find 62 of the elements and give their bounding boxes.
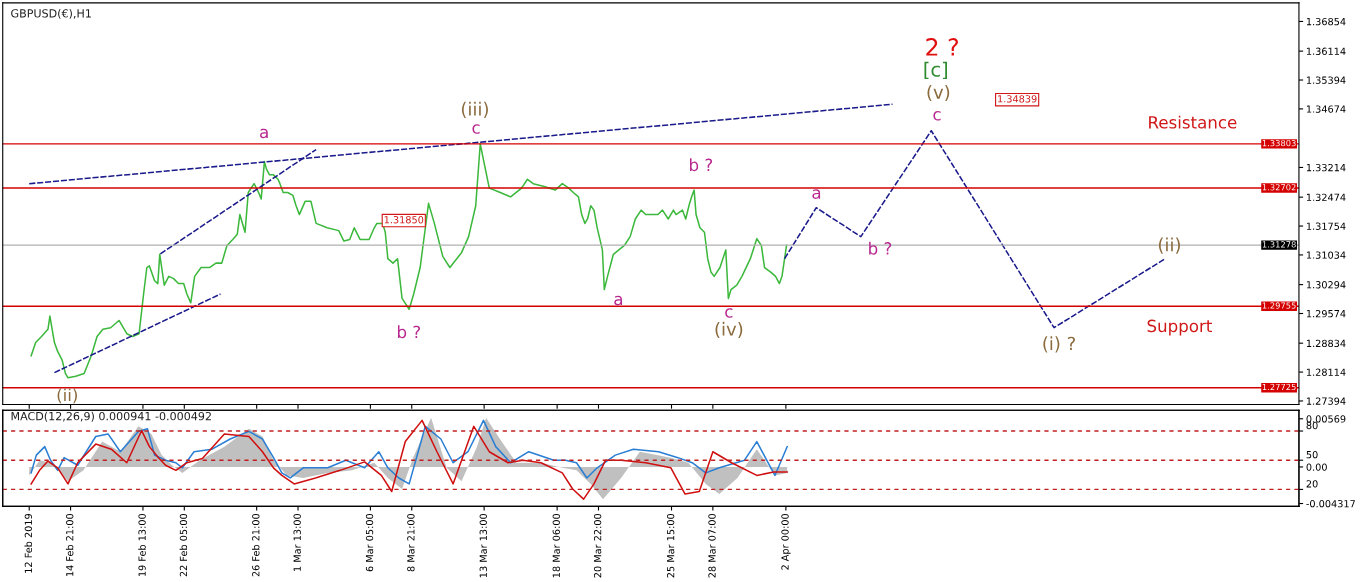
x-tick-label: 28 Mar 07:00 xyxy=(708,513,716,578)
y-tick-label: 1.28834 xyxy=(1306,339,1346,348)
x-tick-label: 8 Mar 21:00 xyxy=(407,513,415,572)
annotation: 2 ? xyxy=(926,38,958,56)
y-tick-label: 1.33214 xyxy=(1306,163,1346,172)
y2-tick-label: 80 xyxy=(1306,421,1318,430)
ref-line-label: 1.31278 xyxy=(1262,241,1296,248)
y-tick-label: 1.32474 xyxy=(1306,193,1346,201)
annotation: a xyxy=(260,128,268,139)
x-tick-label: 2 Apr 00:00 xyxy=(781,513,791,570)
y-tick-label: 1.28114 xyxy=(1306,368,1346,376)
annotation: b ? xyxy=(869,241,892,255)
annotation: Resistance xyxy=(1149,115,1237,129)
annotation: Support xyxy=(1147,319,1212,336)
annotation: c xyxy=(933,111,941,121)
annotation: (iv) xyxy=(715,321,743,338)
annotation: (iii) xyxy=(461,101,488,118)
x-tick-label: 14 Feb 21:00 xyxy=(65,513,74,576)
annotation: (ii) xyxy=(57,388,77,404)
y-tick-label: 1.36114 xyxy=(1306,47,1346,55)
y-tick-label: -0.004317 xyxy=(1306,500,1355,508)
x-tick-label: 12 Feb 2019 xyxy=(24,513,33,573)
annotation: (i) ? xyxy=(1043,336,1075,353)
annotation: c xyxy=(725,308,733,318)
ref-line-label: 1.32702 xyxy=(1262,184,1296,191)
y-tick-label: 1.36854 xyxy=(1306,17,1346,26)
annotation: b ? xyxy=(397,325,421,339)
y-tick-label: 1.35394 xyxy=(1306,76,1346,84)
annotation: (ii) xyxy=(1158,237,1180,254)
annotation: 1.34839 xyxy=(998,95,1037,103)
ref-line-label: 1.33803 xyxy=(1262,139,1296,147)
y-tick-label: 0.00569 xyxy=(1306,415,1346,423)
x-tick-label: 22 Feb 05:00 xyxy=(179,513,188,577)
ref-line-label: 1.27725 xyxy=(1262,383,1296,391)
x-tick-label: 18 Mar 06:00 xyxy=(552,513,560,578)
annotation: 1.31850 xyxy=(384,216,424,224)
y-tick-label: 1.31034 xyxy=(1306,251,1346,259)
annotation: a xyxy=(812,189,821,199)
y-tick-label: 1.31754 xyxy=(1306,222,1346,230)
chart-title: MACD(12,26,9) 0.000941 -0.000492 xyxy=(11,411,211,422)
annotation: b ? xyxy=(690,158,713,172)
line-series xyxy=(30,143,788,379)
x-tick-label: 1 Mar 13:00 xyxy=(293,513,301,571)
x-tick-label: 25 Mar 15:00 xyxy=(666,513,675,578)
y-tick-label: 1.30294 xyxy=(1306,281,1346,289)
x-tick-label: 6 Mar 05:00 xyxy=(365,513,374,572)
annotation: c xyxy=(472,124,480,134)
annotation: (v) xyxy=(927,84,950,102)
x-tick-label: 20 Mar 22:00 xyxy=(593,513,602,578)
y2-tick-label: 50 xyxy=(1306,450,1318,459)
x-tick-label: 26 Feb 21:00 xyxy=(251,513,260,577)
annotation: a xyxy=(614,295,623,306)
y-tick-label: 1.34674 xyxy=(1306,105,1346,113)
x-tick-label: 13 Mar 13:00 xyxy=(479,513,487,578)
ref-line-label: 1.29755 xyxy=(1262,302,1296,309)
y-tick-label: 0.00 xyxy=(1306,463,1327,471)
y-tick-label: 1.27394 xyxy=(1306,397,1346,405)
x-tick-label: 19 Feb 13:00 xyxy=(138,513,146,576)
chart-title: GBPUSD(€),H1 xyxy=(11,8,91,19)
y2-tick-label: 20 xyxy=(1306,480,1318,488)
annotation: [c] xyxy=(924,61,947,80)
y-tick-label: 1.29574 xyxy=(1306,309,1346,318)
